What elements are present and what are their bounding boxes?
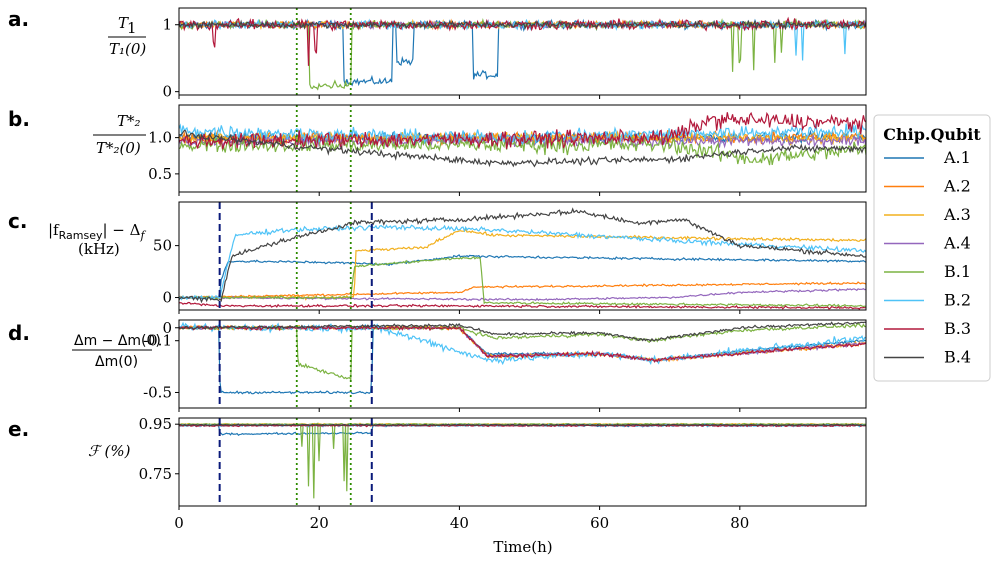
frame-c bbox=[178, 201, 867, 311]
ytick-label-e-0: 0.95 bbox=[139, 415, 172, 433]
legend-box bbox=[873, 114, 991, 382]
series-c-B.1 bbox=[179, 255, 866, 308]
legend-label-B.3: B.3 bbox=[944, 319, 971, 338]
x-axis: 0 20 40 60 80 Time(h) bbox=[174, 514, 749, 556]
xtick-label-0: 0 bbox=[174, 514, 184, 532]
frame-b bbox=[178, 104, 867, 193]
xtick-label-2: 40 bbox=[450, 514, 469, 532]
series-group-d bbox=[179, 321, 866, 395]
series-e-B.4 bbox=[179, 423, 866, 427]
legend-label-A.1: A.1 bbox=[943, 148, 971, 167]
ytick-label-e-1: 0.75 bbox=[139, 465, 172, 483]
ytick-label-d-2: -0.5 bbox=[143, 383, 172, 401]
x-axis-label: Time(h) bbox=[493, 538, 552, 556]
series-c-A.4 bbox=[179, 288, 866, 302]
ylabel-d: Δm − Δm(0) Δm(0) bbox=[72, 333, 161, 370]
ytick-label-d-0: 0 bbox=[162, 319, 172, 337]
series-c-A.2 bbox=[179, 281, 866, 299]
series-group-c bbox=[179, 207, 866, 310]
panel-c: c. 0 50 bbox=[8, 201, 867, 314]
series-d-B.4 bbox=[179, 321, 866, 343]
ytick-label-a-0: 0 bbox=[162, 83, 172, 101]
series-e-B.1 bbox=[179, 422, 866, 499]
panel-letter-c: c. bbox=[8, 209, 27, 233]
ylabel-d-den: Δm(0) bbox=[95, 354, 138, 370]
series-c-B.4 bbox=[179, 207, 866, 304]
ylabel-d-num: Δm − Δm(0) bbox=[74, 333, 161, 349]
series-c-A.1 bbox=[179, 254, 866, 300]
panel-b: b. 0.5 1.0 bbox=[8, 104, 867, 196]
frame-d bbox=[178, 319, 867, 409]
ylabel-a-num: T bbox=[118, 14, 129, 32]
panel-letter-d: d. bbox=[8, 321, 30, 345]
panel-letter-b: b. bbox=[8, 107, 30, 131]
series-e-B.3 bbox=[179, 424, 866, 428]
series-a-B.1 bbox=[179, 17, 866, 91]
series-group-e bbox=[179, 422, 866, 499]
series-a-B.4 bbox=[179, 18, 866, 31]
ylabel-a-num-sub: 1 bbox=[127, 19, 137, 37]
panel-a: a. 0 1 bbox=[8, 7, 867, 101]
legend-label-B.1: B.1 bbox=[944, 262, 971, 281]
panel-e: e. 0.95 0.75 bbox=[8, 415, 867, 510]
ytick-label-d-1: -0.1 bbox=[143, 332, 172, 350]
series-c-B.3 bbox=[179, 301, 866, 310]
series-d-B.3 bbox=[179, 324, 866, 363]
legend: Chip.Qubit A.1 A.2 A.3 A.4 B.1 B.2 B.3 B.4 bbox=[873, 114, 991, 382]
ylabel-b: T*₂ T*₂(0) bbox=[93, 112, 146, 157]
ylabel-e: ℱ (%) bbox=[88, 442, 131, 460]
ytick-label-c-1: 50 bbox=[153, 237, 172, 255]
series-b-B.3 bbox=[179, 111, 866, 150]
legend-title: Chip.Qubit bbox=[883, 125, 981, 144]
legend-label-B.4: B.4 bbox=[944, 348, 971, 367]
xtick-label-3: 60 bbox=[590, 514, 609, 532]
series-group-b bbox=[179, 111, 866, 168]
series-c-A.3 bbox=[179, 228, 866, 301]
panel-letter-a: a. bbox=[8, 7, 29, 31]
ytick-label-a-1: 1 bbox=[162, 16, 172, 34]
legend-label-B.2: B.2 bbox=[944, 291, 971, 310]
series-group-a bbox=[179, 16, 866, 91]
ylabel-c: |fRamsey| − Δf(kHz) bbox=[48, 221, 146, 258]
frame-e bbox=[178, 417, 867, 507]
panel-d: d. 0-0.1 -0.5 bbox=[8, 319, 867, 412]
series-b-B.4 bbox=[179, 129, 866, 168]
ytick-label-b-0: 0.5 bbox=[148, 165, 172, 183]
ylabel-b-num: T*₂ bbox=[117, 112, 141, 130]
legend-label-A.4: A.4 bbox=[943, 234, 971, 253]
ylabel-c-main: |fRamsey| − Δf bbox=[48, 221, 146, 242]
legend-label-A.2: A.2 bbox=[943, 177, 971, 196]
ytick-label-c-0: 0 bbox=[162, 289, 172, 307]
series-b-B.2 bbox=[179, 123, 866, 147]
ylabel-c-unit: (kHz) bbox=[78, 240, 120, 258]
xtick-label-1: 20 bbox=[310, 514, 329, 532]
series-c-B.2 bbox=[179, 224, 866, 301]
frame-a bbox=[178, 7, 867, 96]
panel-letter-e: e. bbox=[8, 417, 29, 441]
xtick-label-4: 80 bbox=[730, 514, 749, 532]
legend-label-A.3: A.3 bbox=[943, 205, 971, 224]
ylabel-b-den: T*₂(0) bbox=[96, 139, 141, 157]
series-a-A.1 bbox=[179, 18, 866, 87]
ylabel-a-den: T₁(0) bbox=[109, 40, 146, 58]
ylabel-a: T1 T₁(0) bbox=[108, 14, 146, 58]
ytick-label-b-1: 1.0 bbox=[148, 129, 172, 147]
